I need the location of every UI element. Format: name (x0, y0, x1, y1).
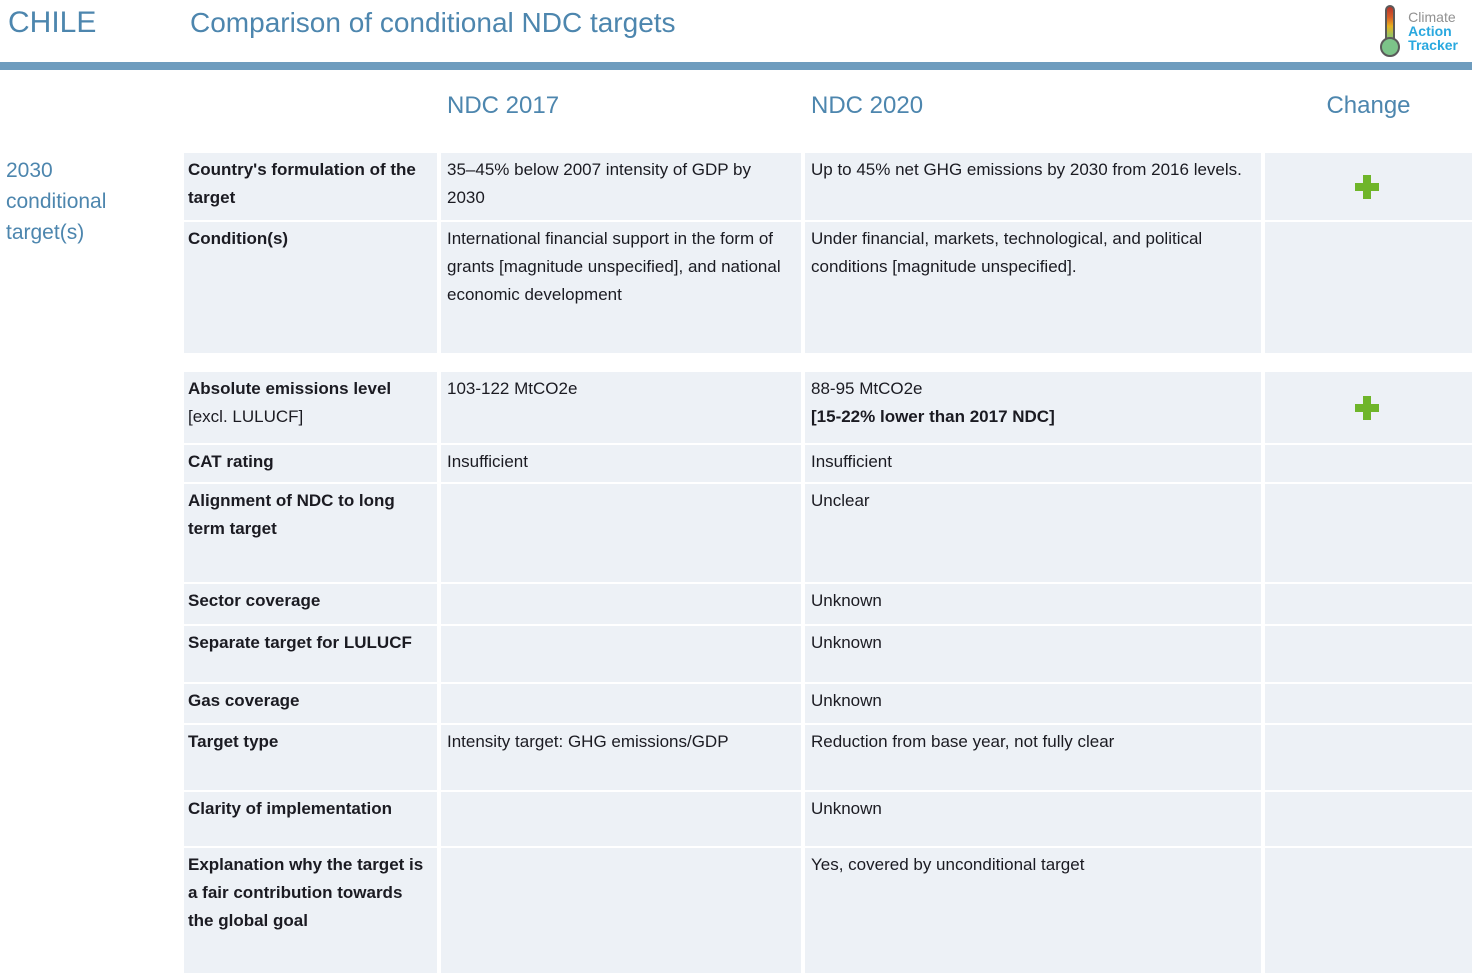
ndc2020-value: Yes, covered by unconditional target (805, 848, 1261, 973)
change-cell (1265, 684, 1472, 723)
change-cell (1265, 484, 1472, 582)
row-label-bold: Condition(s) (188, 229, 289, 248)
row-label-bold: Explanation why the target is a fair con… (188, 855, 424, 930)
ndc2020-text: Yes, covered by unconditional target (811, 855, 1085, 874)
ndc2020-text: Reduction from base year, not fully clea… (811, 732, 1115, 751)
country-title: CHILE (8, 6, 97, 39)
column-header-ndc2020: NDC 2020 (811, 92, 924, 119)
ndc2017-value: Insufficient (441, 445, 801, 482)
row-label: Alignment of NDC to long term target (184, 484, 437, 582)
row-label-bold: Separate target for LULUCF (188, 633, 412, 652)
ndc2020-value: Unknown (805, 584, 1261, 624)
change-cell (1265, 445, 1472, 482)
ndc2020-text: Unknown (811, 691, 882, 710)
ndc2017-value: Intensity target: GHG emissions/GDP (441, 725, 801, 790)
logo-line-tracker: Tracker (1408, 37, 1458, 53)
ndc2020-value: Up to 45% net GHG emissions by 2030 from… (805, 153, 1261, 220)
row-label-bold: Gas coverage (188, 691, 300, 710)
row-label-bold: Sector coverage (188, 591, 321, 610)
change-cell (1265, 848, 1472, 973)
ndc2020-text: Unknown (811, 633, 882, 652)
row-label-bold: Clarity of implementation (188, 799, 393, 818)
plus-icon (1354, 174, 1379, 199)
ndc2020-text: Unknown (811, 799, 882, 818)
ndc2020-value: Insufficient (805, 445, 1261, 482)
row-label: Absolute emissions level [excl. LULUCF] (184, 372, 437, 443)
row-label-bold: Country's formulation of the target (188, 160, 416, 207)
page-title: Comparison of conditional NDC targets (190, 7, 676, 38)
main-content: 2030 conditional target(s) Country's for… (0, 153, 1472, 973)
section-gap (184, 355, 1472, 370)
ndc2020-value: Unknown (805, 684, 1261, 723)
ndc2020-text: Unknown (811, 591, 882, 610)
ndc2020-value: Unknown (805, 792, 1261, 846)
logo-line-action: Action (1408, 23, 1452, 39)
row-label-bold: Alignment of NDC to long term target (188, 491, 395, 538)
ndc2017-value: 103-122 MtCO2e (441, 372, 801, 443)
change-cell (1265, 792, 1472, 846)
row-label: Target type (184, 725, 437, 790)
row-label-normal: [excl. LULUCF] (188, 407, 304, 426)
ndc2017-value (441, 626, 801, 682)
ndc2020-text: Under financial, markets, technological,… (811, 229, 1203, 276)
row-label: Explanation why the target is a fair con… (184, 848, 437, 973)
climate-action-tracker-logo: Climate Action Tracker (1379, 4, 1458, 57)
row-label: Gas coverage (184, 684, 437, 723)
ndc2020-value: Reduction from base year, not fully clea… (805, 725, 1261, 790)
logo-text: Climate Action Tracker (1408, 4, 1458, 52)
ndc2017-value (441, 792, 801, 846)
ndc2017-value: 35–45% below 2007 intensity of GDP by 20… (441, 153, 801, 220)
ndc2020-bold-text: [15-22% lower than 2017 NDC] (811, 407, 1055, 426)
change-cell (1265, 725, 1472, 790)
column-headers: NDC 2017 NDC 2020 Change (184, 92, 1472, 120)
change-cell (1265, 153, 1472, 220)
row-label-bold: Absolute emissions level (188, 379, 392, 398)
ndc2020-text: Insufficient (811, 452, 892, 471)
row-label: Clarity of implementation (184, 792, 437, 846)
page-header: CHILE Comparison of conditional NDC targ… (0, 0, 1472, 62)
ndc2017-value (441, 484, 801, 582)
thermometer-stem (1385, 5, 1396, 42)
column-header-ndc2017: NDC 2017 (447, 92, 560, 119)
row-label: CAT rating (184, 445, 437, 482)
row-label-bold: Target type (188, 732, 279, 751)
ndc2020-text: 88-95 MtCO2e (811, 379, 923, 398)
change-cell (1265, 222, 1472, 353)
header-divider (0, 62, 1472, 70)
ndc2020-value: Unclear (805, 484, 1261, 582)
ndc2017-value: International financial support in the f… (441, 222, 801, 353)
change-cell (1265, 372, 1472, 443)
logo-line-climate: Climate (1408, 9, 1456, 25)
plus-icon (1354, 395, 1379, 420)
comparison-table: Country's formulation of the target 35–45… (184, 153, 1472, 973)
ndc2020-value: 88-95 MtCO2e [15-22% lower than 2017 NDC] (805, 372, 1261, 443)
row-label: Condition(s) (184, 222, 437, 353)
ndc2017-value (441, 848, 801, 973)
row-label-bold: CAT rating (188, 452, 274, 471)
column-header-change: Change (1326, 92, 1411, 119)
row-label: Country's formulation of the target (184, 153, 437, 220)
ndc2020-text: Up to 45% net GHG emissions by 2030 from… (811, 160, 1242, 179)
change-cell (1265, 584, 1472, 624)
ndc2020-text: Unclear (811, 491, 870, 510)
thermometer-bulb (1380, 37, 1401, 57)
row-label: Separate target for LULUCF (184, 626, 437, 682)
ndc2020-value: Unknown (805, 626, 1261, 682)
ndc2017-value (441, 684, 801, 723)
row-group-label: 2030 conditional target(s) (6, 159, 107, 244)
change-cell (1265, 626, 1472, 682)
ndc2020-value: Under financial, markets, technological,… (805, 222, 1261, 353)
ndc2017-value (441, 584, 801, 624)
row-label: Sector coverage (184, 584, 437, 624)
thermometer-icon (1379, 4, 1403, 57)
